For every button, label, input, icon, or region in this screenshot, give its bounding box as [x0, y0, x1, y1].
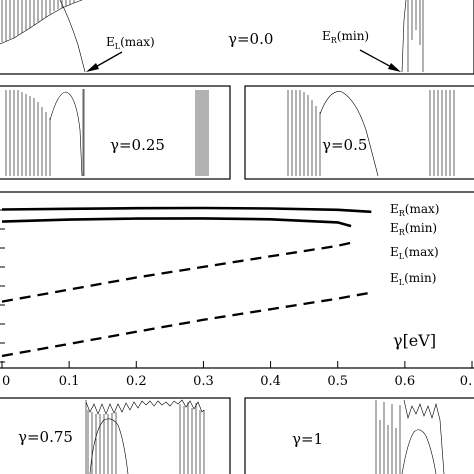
series-line-e-r-min-	[1, 217, 352, 228]
legend-el-max-suffix: (max)	[404, 245, 439, 259]
legend-el-min: EL(min)	[390, 271, 436, 287]
panel-middle-right-band1-edge	[319, 91, 379, 177]
er-min-arrow-line	[359, 49, 396, 70]
panel-top-er-min-label: ER(min)	[322, 29, 369, 45]
x-tick-label: 0.3	[193, 374, 214, 389]
panel-middle-left: γ=0.25	[0, 85, 231, 180]
x-tick-label: 0.4	[260, 374, 281, 389]
panel-middle-right-frame	[244, 85, 474, 180]
panel-top-spectrum-right	[401, 0, 424, 73]
legend-el-max-sub: L	[399, 252, 405, 261]
panel-bottom-right: γ=1	[244, 397, 474, 474]
er-min-suffix: (min)	[337, 29, 369, 43]
er-min-e: E	[322, 29, 331, 43]
panel-top-er-min-arrow	[359, 49, 401, 72]
panel-middle-left-band1	[5, 90, 51, 176]
panel-top-el-max-arrow	[86, 51, 123, 72]
panel-bottom-right-gamma-label: γ=1	[292, 430, 323, 448]
panel-middle-left-band1-wall	[82, 89, 85, 176]
legend-er-min-main: E	[390, 221, 399, 235]
legend-el-min-main: E	[390, 271, 399, 285]
panel-main-frame	[0, 191, 474, 369]
x-tick-label: 0.	[460, 374, 472, 389]
legend-el-max: EL(max)	[390, 245, 439, 261]
panel-top-frame	[0, 0, 474, 75]
main-x-axis-label: γ[eV]	[393, 331, 436, 350]
main-series	[1, 206, 372, 358]
legend-er-max: ER(max)	[390, 202, 439, 218]
panel-bottom-right-band-wave	[375, 399, 445, 474]
panel-bottom-left-frame	[0, 397, 231, 474]
el-max-sub: L	[115, 42, 121, 51]
series-line-e-r-max-	[1, 206, 372, 214]
x-tick-label: 0.6	[395, 374, 416, 389]
panel-bottom-right-band-outline	[401, 429, 437, 474]
panel-top-band-left-edge	[59, 0, 86, 73]
panel-main: 0 0.1 0.2 0.3 0.4 0.5 0.6 0. ER(max) ER(min) EL…	[0, 191, 474, 389]
panel-bottom-left-band-outline	[89, 418, 129, 474]
x-tick-label: 0.5	[327, 374, 348, 389]
legend-el-min-suffix: (min)	[404, 271, 436, 285]
x-tick-label: 0	[2, 374, 10, 389]
panel-middle-left-frame	[0, 85, 231, 180]
x-tick-label: 0.2	[126, 374, 147, 389]
legend-el-min-sub: L	[399, 278, 405, 287]
er-min-sub: R	[331, 36, 338, 45]
panel-top-band-right	[401, 0, 424, 73]
panel-top-gamma-label: γ=0.0	[228, 30, 273, 48]
panel-top-band-left-fill	[1, 0, 47, 42]
series-line-e-l-max-	[1, 241, 352, 303]
x-tick-label: 0.1	[59, 374, 80, 389]
panel-middle-right-band1	[287, 90, 321, 176]
legend-er-min-suffix: (min)	[405, 221, 437, 235]
el-max-arrow-head	[86, 63, 99, 72]
panel-top-spectrum-left	[0, 0, 86, 73]
legend-er-max-sub: R	[399, 209, 406, 218]
er-min-arrow-head	[388, 63, 401, 72]
main-y-ticks	[0, 209, 5, 363]
panel-bottom-left-band-fill	[87, 402, 205, 474]
panel-top-el-max-label: EL(max)	[106, 35, 155, 51]
el-max-suffix: (max)	[120, 35, 155, 49]
panel-middle-right-band2	[429, 90, 455, 176]
legend-el-max-main: E	[390, 245, 399, 259]
main-legend: ER(max) ER(min) EL(max) EL(min)	[390, 202, 439, 287]
series-line-e-l-min-	[1, 291, 372, 358]
panel-bottom-left-band-wave	[85, 399, 205, 474]
legend-er-min-sub: R	[399, 228, 406, 237]
el-max-e: E	[106, 35, 115, 49]
legend-er-max-suffix: (max)	[405, 202, 440, 216]
panel-top: γ=0.0 EL(max) ER(min)	[0, 0, 474, 75]
legend-er-max-main: E	[390, 202, 399, 216]
panel-top-band-left-hatch	[49, 0, 75, 14]
panel-middle-right: γ=0.5	[244, 85, 474, 180]
panel-bottom-left: γ=0.75	[0, 397, 231, 474]
panel-bottom-left-gamma-label: γ=0.75	[18, 428, 73, 446]
panel-middle-left-gamma-label: γ=0.25	[110, 136, 165, 154]
legend-er-min: ER(min)	[390, 221, 437, 237]
panel-middle-right-gamma-label: γ=0.5	[322, 136, 367, 154]
panel-middle-left-band1-edge	[49, 91, 83, 177]
panel-bottom-right-frame	[244, 397, 474, 474]
panel-middle-left-band2	[195, 90, 209, 176]
main-x-ticks: 0 0.1 0.2 0.3 0.4 0.5 0.6 0.	[1, 361, 473, 389]
